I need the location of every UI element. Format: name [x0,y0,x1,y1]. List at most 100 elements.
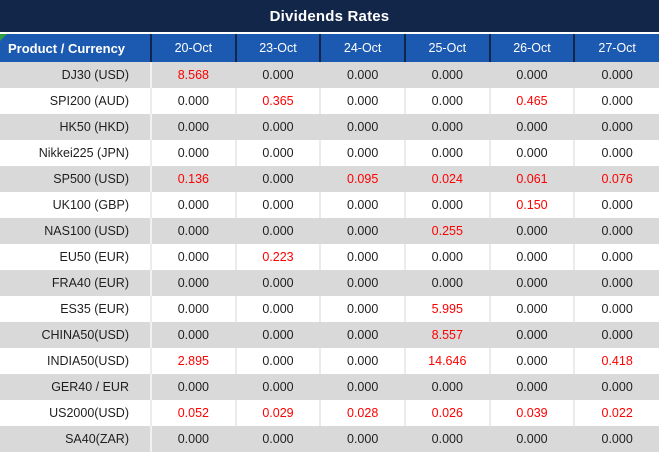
value-cell: 0.000 [150,218,236,244]
value-cell: 0.150 [488,192,575,218]
value-cell: 0.223 [234,244,321,270]
value-cell: 0.000 [150,270,236,296]
value-cell: 0.000 [319,348,405,374]
value-cell: 0.000 [319,270,405,296]
product-cell: Nikkei225 (JPN) [38,146,129,160]
value-cell: 0.000 [403,374,490,400]
value-cell: 0.095 [319,166,405,192]
value-cell: 0.000 [573,244,659,270]
value-cell: 0.000 [319,114,405,140]
value-cell: 0.000 [319,88,405,114]
product-cell: SPI200 (AUD) [49,94,129,108]
value-cell: 2.895 [150,348,236,374]
table-row: CHINA50(USD) 0.000 0.000 0.000 8.557 0.000 0.0… [0,322,659,348]
value-cell: 0.000 [234,218,321,244]
value-cell: 0.000 [488,322,575,348]
value-cell: 0.000 [573,192,659,218]
table-row: EU50 (EUR) 0.000 0.223 0.000 0.000 0.000 0.000 [0,244,659,270]
product-cell: EU50 (EUR) [59,250,129,264]
value-cell: 0.000 [403,140,490,166]
value-cell: 0.022 [573,400,659,426]
value-cell: 0.000 [573,426,659,452]
product-cell: HK50 (HKD) [59,120,129,134]
value-cell: 0.000 [150,426,236,452]
value-cell: 0.000 [319,192,405,218]
product-cell: CHINA50(USD) [41,328,129,342]
value-cell: 0.000 [234,374,321,400]
value-cell: 0.000 [319,426,405,452]
table-row: HK50 (HKD) 0.000 0.000 0.000 0.000 0.000 0.000 [0,114,659,140]
value-cell: 0.000 [150,140,236,166]
table-row: INDIA50(USD) 2.895 0.000 0.000 14.646 0.000 0.… [0,348,659,374]
value-cell: 0.000 [573,296,659,322]
table-row: SPI200 (AUD) 0.000 0.365 0.000 0.000 0.465 0.0… [0,88,659,114]
table-row: DJ30 (USD) 8.568 0.000 0.000 0.000 0.000 0.000 [0,62,659,88]
value-cell: 0.029 [234,400,321,426]
table-row: FRA40 (EUR) 0.000 0.000 0.000 0.000 0.000 0.00… [0,270,659,296]
value-cell: 0.000 [319,218,405,244]
value-cell: 0.000 [234,270,321,296]
value-cell: 5.995 [403,296,490,322]
value-cell: 0.365 [234,88,321,114]
value-cell: 0.000 [403,244,490,270]
value-cell: 0.000 [488,426,575,452]
value-cell: 0.000 [150,114,236,140]
value-cell: 0.000 [488,218,575,244]
value-cell: 8.557 [403,322,490,348]
value-cell: 0.000 [488,62,575,88]
value-cell: 0.465 [488,88,575,114]
table-row: NAS100 (USD) 0.000 0.000 0.000 0.255 0.000 0.0… [0,218,659,244]
table-row: GER40 / EUR 0.000 0.000 0.000 0.000 0.000 0.00… [0,374,659,400]
column-header-date: 26-Oct [488,34,575,62]
table-row: US2000(USD) 0.052 0.029 0.028 0.026 0.039 0.02… [0,400,659,426]
column-header-date: 25-Oct [403,34,490,62]
value-cell: 0.000 [150,322,236,348]
value-cell: 0.000 [234,296,321,322]
value-cell: 0.000 [488,114,575,140]
value-cell: 0.000 [234,348,321,374]
value-cell: 0.000 [403,192,490,218]
product-cell: INDIA50(USD) [47,354,129,368]
value-cell: 0.000 [573,62,659,88]
value-cell: 0.024 [403,166,490,192]
value-cell: 0.000 [573,114,659,140]
table-row: ES35 (EUR) 0.000 0.000 0.000 5.995 0.000 0.000 [0,296,659,322]
product-cell: FRA40 (EUR) [51,276,129,290]
value-cell: 0.000 [573,374,659,400]
value-cell: 0.000 [573,270,659,296]
value-cell: 0.000 [150,88,236,114]
value-cell: 0.000 [488,244,575,270]
value-cell: 0.000 [150,192,236,218]
value-cell: 0.000 [403,270,490,296]
value-cell: 0.000 [319,296,405,322]
product-cell: NAS100 (USD) [44,224,129,238]
value-cell: 0.000 [403,62,490,88]
value-cell: 0.000 [234,166,321,192]
value-cell: 0.000 [150,374,236,400]
product-cell: SA40(ZAR) [65,432,129,446]
column-header-date: 20-Oct [150,34,236,62]
value-cell: 0.000 [488,296,575,322]
column-header-date: 24-Oct [319,34,405,62]
column-header-date: 23-Oct [234,34,321,62]
table-row: UK100 (GBP) 0.000 0.000 0.000 0.000 0.150 0.00… [0,192,659,218]
value-cell: 0.000 [150,244,236,270]
value-cell: 0.061 [488,166,575,192]
value-cell: 0.000 [488,374,575,400]
page-title: Dividends Rates [269,7,390,25]
value-cell: 0.000 [234,426,321,452]
product-cell: ES35 (EUR) [60,302,129,316]
value-cell: 0.418 [573,348,659,374]
product-cell: GER40 / EUR [51,380,129,394]
value-cell: 8.568 [150,62,236,88]
value-cell: 0.000 [234,140,321,166]
product-cell: US2000(USD) [49,406,129,420]
product-cell: UK100 (GBP) [52,198,129,212]
title-bar: Dividends Rates [0,0,659,34]
value-cell: 0.000 [573,218,659,244]
header-row: Product / Currency 20-Oct 23-Oct 24-Oct 25-… [0,34,659,62]
value-cell: 0.000 [150,296,236,322]
value-cell: 0.000 [573,140,659,166]
value-cell: 0.039 [488,400,575,426]
